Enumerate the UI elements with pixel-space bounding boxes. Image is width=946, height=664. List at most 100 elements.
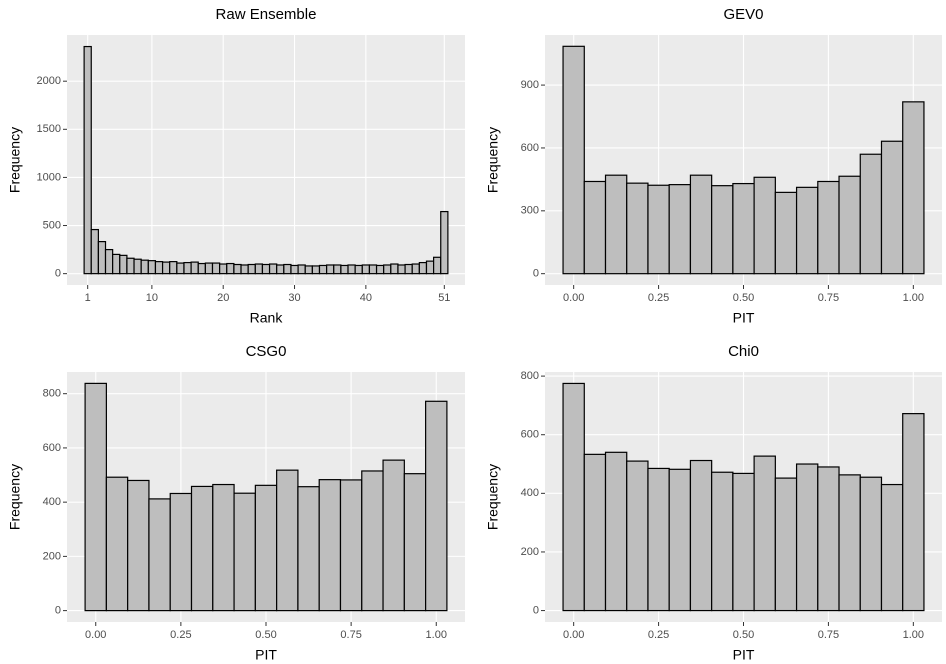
histogram-bar — [340, 264, 349, 275]
histogram-bar — [190, 485, 214, 612]
x-tick-label: 0.75 — [818, 292, 839, 304]
histogram-bar — [440, 210, 449, 275]
x-tick-label: 0.25 — [648, 292, 669, 304]
histogram-bar — [183, 261, 192, 275]
histogram-bar — [254, 263, 264, 275]
histogram-bar — [711, 185, 734, 275]
y-tick-label: 300 — [521, 205, 539, 217]
histogram-bar — [333, 264, 342, 275]
histogram-bar — [583, 180, 607, 275]
histogram-bar — [212, 483, 235, 612]
histogram-bar — [902, 101, 925, 275]
histogram-bar — [290, 264, 299, 275]
y-tick-label: 200 — [43, 550, 61, 562]
histogram-bar — [753, 455, 776, 612]
histogram-bar — [859, 153, 883, 275]
histogram-bar — [211, 262, 221, 275]
y-tick-label: 900 — [521, 79, 539, 91]
histogram-bar — [647, 184, 670, 275]
y-tick-label: 2000 — [37, 75, 61, 87]
histogram-bar — [838, 175, 861, 275]
x-tick-label: 30 — [288, 292, 300, 304]
x-tick-label: 0.25 — [170, 629, 191, 641]
histogram-bar — [626, 182, 649, 275]
histogram-bar — [774, 191, 798, 275]
histogram-bar — [169, 492, 193, 612]
histogram-bar — [383, 264, 392, 275]
histogram-bar — [689, 174, 713, 275]
histogram-bar — [817, 180, 840, 275]
x-tick-label: 51 — [438, 292, 450, 304]
histogram-bar — [304, 265, 313, 275]
y-axis-label: Frequency — [485, 127, 501, 193]
histogram-bar — [361, 470, 384, 612]
histogram-bar — [404, 263, 413, 275]
x-axis-label: PIT — [733, 647, 755, 663]
x-tick-label: 0.75 — [818, 629, 839, 641]
histogram-bar — [140, 259, 149, 275]
y-tick-label: 0 — [55, 268, 61, 280]
histogram-bar — [795, 186, 819, 275]
y-tick-label: 600 — [43, 442, 61, 454]
chart-title: Chi0 — [728, 343, 759, 360]
histogram-bar — [838, 474, 861, 612]
histogram-bar — [647, 467, 670, 612]
x-tick-label: 0.00 — [85, 629, 106, 641]
histogram-bar — [382, 459, 405, 612]
histogram-bar — [753, 176, 776, 275]
histogram-bar — [204, 262, 214, 275]
histogram-bar — [97, 241, 107, 275]
histogram-bar — [583, 453, 607, 612]
chart-title: Raw Ensemble — [216, 6, 317, 23]
histogram-bar — [104, 248, 114, 275]
histogram-bar — [418, 261, 428, 275]
histogram-bar — [604, 451, 628, 612]
histogram-bar — [219, 263, 228, 275]
y-axis-label: Frequency — [485, 464, 501, 530]
histogram-bar — [425, 260, 435, 275]
x-tick-label: 0.50 — [733, 629, 754, 641]
histogram-bar — [261, 263, 271, 275]
histogram-bar — [668, 468, 692, 612]
y-tick-label: 1500 — [37, 123, 61, 135]
histogram-bar — [105, 476, 129, 612]
histogram-bar — [361, 264, 371, 275]
x-tick-label: 0.00 — [563, 629, 584, 641]
histogram-bar — [347, 264, 356, 275]
histogram-bar — [425, 400, 448, 612]
histogram-bar — [161, 261, 171, 275]
x-tick-label: 0.75 — [340, 629, 361, 641]
histogram-bar — [339, 479, 363, 612]
histogram-bar — [84, 382, 107, 612]
histogram-bar — [318, 479, 342, 612]
x-tick-label: 1.00 — [903, 292, 924, 304]
y-tick-label: 800 — [521, 370, 539, 382]
x-tick-label: 1 — [85, 292, 91, 304]
histogram-bar — [732, 472, 755, 612]
y-tick-label: 500 — [43, 219, 61, 231]
plot-background — [67, 35, 465, 285]
histogram-bar — [859, 476, 883, 612]
histogram-bar — [732, 182, 755, 275]
histogram-bar — [276, 264, 285, 275]
histogram-bar — [326, 264, 335, 275]
histogram-bar — [90, 228, 99, 275]
x-tick-label: 0.25 — [648, 629, 669, 641]
x-axis-label: PIT — [733, 310, 755, 326]
histogram-bar — [403, 473, 427, 612]
y-tick-label: 200 — [521, 546, 539, 558]
histogram-bar — [276, 469, 299, 612]
histogram-bar — [190, 261, 199, 275]
histogram-bar — [133, 258, 142, 275]
histogram-bar — [433, 256, 442, 275]
histogram-bar — [197, 262, 206, 275]
histogram-bar — [233, 492, 256, 612]
histogram-bar — [154, 261, 164, 275]
y-tick-label: 800 — [43, 388, 61, 400]
histogram-bar — [119, 254, 128, 275]
histogram-bar — [880, 483, 904, 612]
x-tick-label: 1.00 — [426, 629, 447, 641]
x-tick-label: 1.00 — [903, 629, 924, 641]
y-axis-label: Frequency — [7, 464, 23, 530]
